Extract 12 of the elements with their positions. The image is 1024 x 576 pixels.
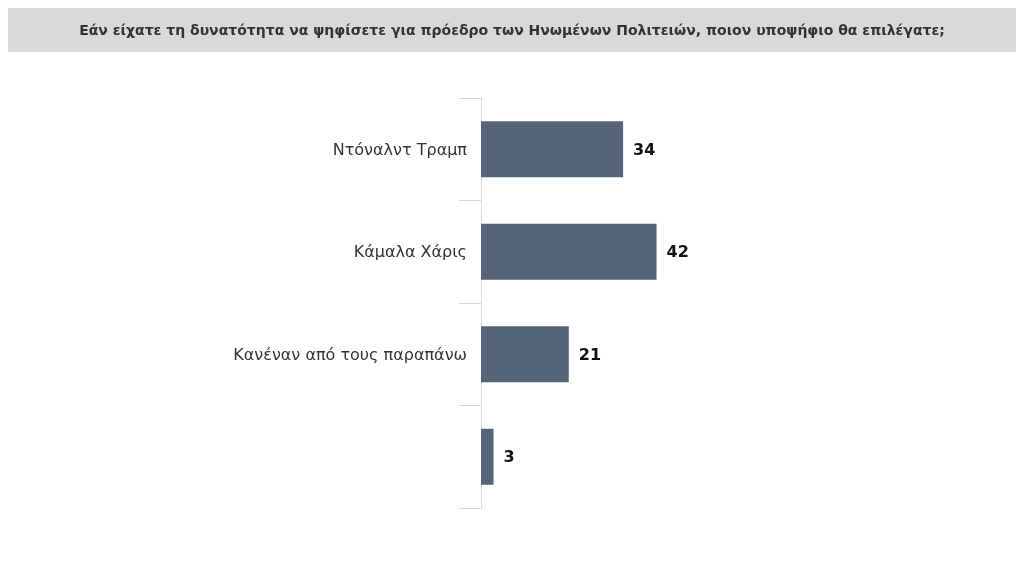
bar	[481, 223, 657, 280]
y-tick-label: Κάμαλα Χάρις	[353, 242, 467, 262]
bar	[481, 326, 569, 383]
y-tick-label: Ντόναλντ Τραμπ	[332, 139, 468, 159]
data-label: 3	[503, 447, 515, 467]
bar	[481, 121, 624, 178]
data-label: 34	[633, 139, 656, 159]
bar	[481, 428, 494, 485]
data-label: 21	[578, 344, 602, 364]
data-label: 42	[666, 242, 689, 262]
y-tick-label: Κανέναν από τους παραπάνω	[233, 344, 467, 364]
chart-title: Εάν είχατε τη δυνατότητα να ψηφίσετε για πρόεδρο των Ηνωμένων Πολιτειών, ποιον υποψήφιο θα επιλέγατε;	[8, 8, 1016, 52]
